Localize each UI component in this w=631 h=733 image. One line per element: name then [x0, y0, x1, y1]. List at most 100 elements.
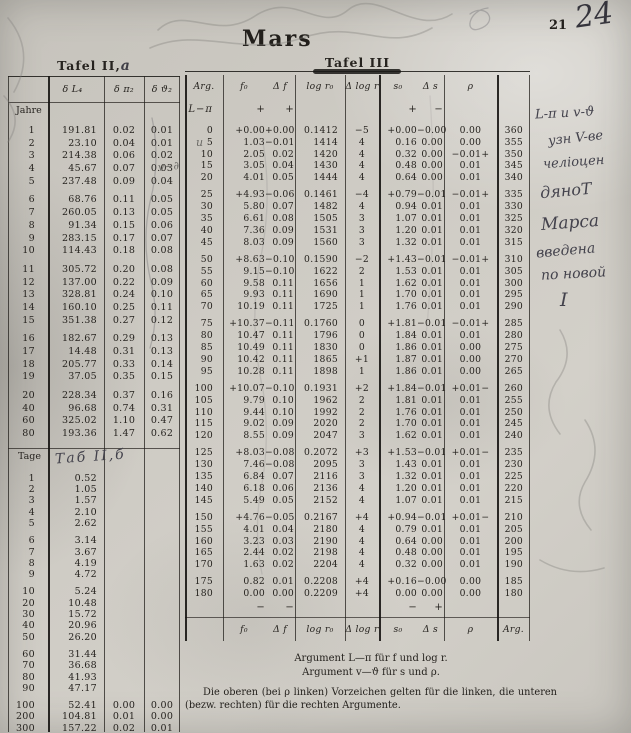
- table-row: 31.57: [8, 495, 180, 506]
- header-arg: Arg.: [185, 81, 223, 92]
- cell: 1992: [295, 407, 345, 419]
- cell: 2204: [295, 559, 345, 571]
- table-row: 100+10.07−0.100.1931+2+1.84−0.01+0.01−26…: [185, 383, 530, 395]
- cell: 0.01: [444, 418, 497, 430]
- cell: 0.01: [417, 495, 444, 507]
- cell: +1.43: [379, 254, 417, 266]
- cell: [104, 473, 144, 484]
- tafel-3-title: Tafel III: [185, 55, 530, 71]
- cell: 195: [497, 547, 530, 559]
- cell: [104, 518, 144, 529]
- cell: 228.34: [48, 390, 104, 403]
- cell: −0.08: [265, 447, 295, 459]
- cell: 350: [497, 149, 530, 161]
- table-rule: [8, 76, 9, 732]
- table-row: 153.050.04143040.480.000.01345: [185, 160, 530, 172]
- cell: 5.80: [223, 201, 265, 213]
- cell: 20: [185, 172, 223, 184]
- cell: 225: [497, 471, 530, 483]
- footer-df: Δ f: [265, 624, 295, 635]
- tafel-3-rows: 0+0.00+0.000.1412−5+0.00−0.000.0036051.0…: [185, 125, 530, 600]
- cell: 0.52: [48, 473, 104, 484]
- cell: 10.47: [223, 330, 265, 342]
- cell: 0.09: [104, 176, 144, 189]
- cell: 1430: [295, 160, 345, 172]
- cell: 0.01: [417, 430, 444, 442]
- sign: −: [379, 601, 417, 614]
- cell: 4: [345, 201, 379, 213]
- table-row: 18205.770.330.14: [8, 359, 180, 372]
- cell: 6.18: [223, 483, 265, 495]
- header-logr0: log r₀: [295, 81, 345, 92]
- cell: 237.48: [48, 176, 104, 189]
- table-row: 1356.840.07211631.320.010.01225: [185, 471, 530, 483]
- row-group: 11305.720.200.0812137.000.220.0913328.81…: [8, 264, 180, 327]
- cell: 0.04: [265, 524, 295, 536]
- cell: 4.01: [223, 172, 265, 184]
- cell: 1: [345, 289, 379, 301]
- table-row: 5237.480.090.04: [8, 176, 180, 189]
- cell: 182.67: [48, 333, 104, 346]
- cell: 2095: [295, 459, 345, 471]
- cell: 0.01: [417, 330, 444, 342]
- cell: [144, 473, 180, 484]
- cell: 0.2167: [295, 512, 345, 524]
- cell: 3: [8, 495, 48, 506]
- arg-note-label: L−π: [185, 103, 223, 116]
- cell: 0.01: [417, 237, 444, 249]
- header-dlogr: Δ log r: [345, 81, 379, 92]
- cell: 1.76: [379, 407, 417, 419]
- cell: 115: [185, 418, 223, 430]
- footer-s0: s₀: [379, 624, 417, 635]
- cell: 0.01: [444, 301, 497, 313]
- cell: 0.13: [104, 207, 144, 220]
- cell: 65: [185, 289, 223, 301]
- sign: −: [417, 103, 444, 116]
- cell: 0.18: [104, 245, 144, 258]
- cell: 0.10: [144, 289, 180, 302]
- cell: 1865: [295, 354, 345, 366]
- cell: 0.07: [265, 201, 295, 213]
- cell: 235: [497, 447, 530, 459]
- cell: 1414: [295, 137, 345, 149]
- cell: 105: [185, 395, 223, 407]
- cell: 300: [8, 723, 48, 733]
- cell: 157.22: [48, 723, 104, 733]
- table-row: 1701.630.02220440.320.000.01190: [185, 559, 530, 571]
- cell: 290: [497, 301, 530, 313]
- cell: 0.01: [444, 213, 497, 225]
- table-row: 9047.17: [8, 683, 180, 694]
- cell: 0.01: [417, 483, 444, 495]
- sign: −: [265, 601, 295, 614]
- cell: 0.1931: [295, 383, 345, 395]
- cell: 2.10: [48, 507, 104, 518]
- cell: 9.15: [223, 266, 265, 278]
- cell: 15: [8, 315, 48, 328]
- cell: 1: [8, 473, 48, 484]
- cell: 0.03: [265, 536, 295, 548]
- cell: 1690: [295, 289, 345, 301]
- cell: 0.00: [223, 588, 265, 600]
- cell: 0.01: [444, 459, 497, 471]
- cell: 260.05: [48, 207, 104, 220]
- cell: 1898: [295, 366, 345, 378]
- table-row: 1191.810.020.01: [8, 125, 180, 138]
- cell: 6: [8, 194, 48, 207]
- cell: 305: [497, 266, 530, 278]
- cell: 10.48: [48, 598, 104, 609]
- cell: 17: [8, 346, 48, 359]
- cell: 0: [345, 342, 379, 354]
- cell: 0.00: [417, 149, 444, 161]
- cell: 340: [497, 172, 530, 184]
- cell: 0.15: [104, 220, 144, 233]
- cell: 0.00: [144, 711, 180, 722]
- cell: 0.00: [444, 366, 497, 378]
- cell: 2020: [295, 418, 345, 430]
- cell: 325.02: [48, 415, 104, 428]
- cell: +0.01−: [444, 512, 497, 524]
- table-row: 125+8.03−0.080.2072+3+1.53−0.01+0.01−235: [185, 447, 530, 459]
- table-row: 1307.46−0.08209531.430.010.01230: [185, 459, 530, 471]
- cell: 0.00: [444, 137, 497, 149]
- cell: 160.10: [48, 302, 104, 315]
- cell: 0.01: [417, 213, 444, 225]
